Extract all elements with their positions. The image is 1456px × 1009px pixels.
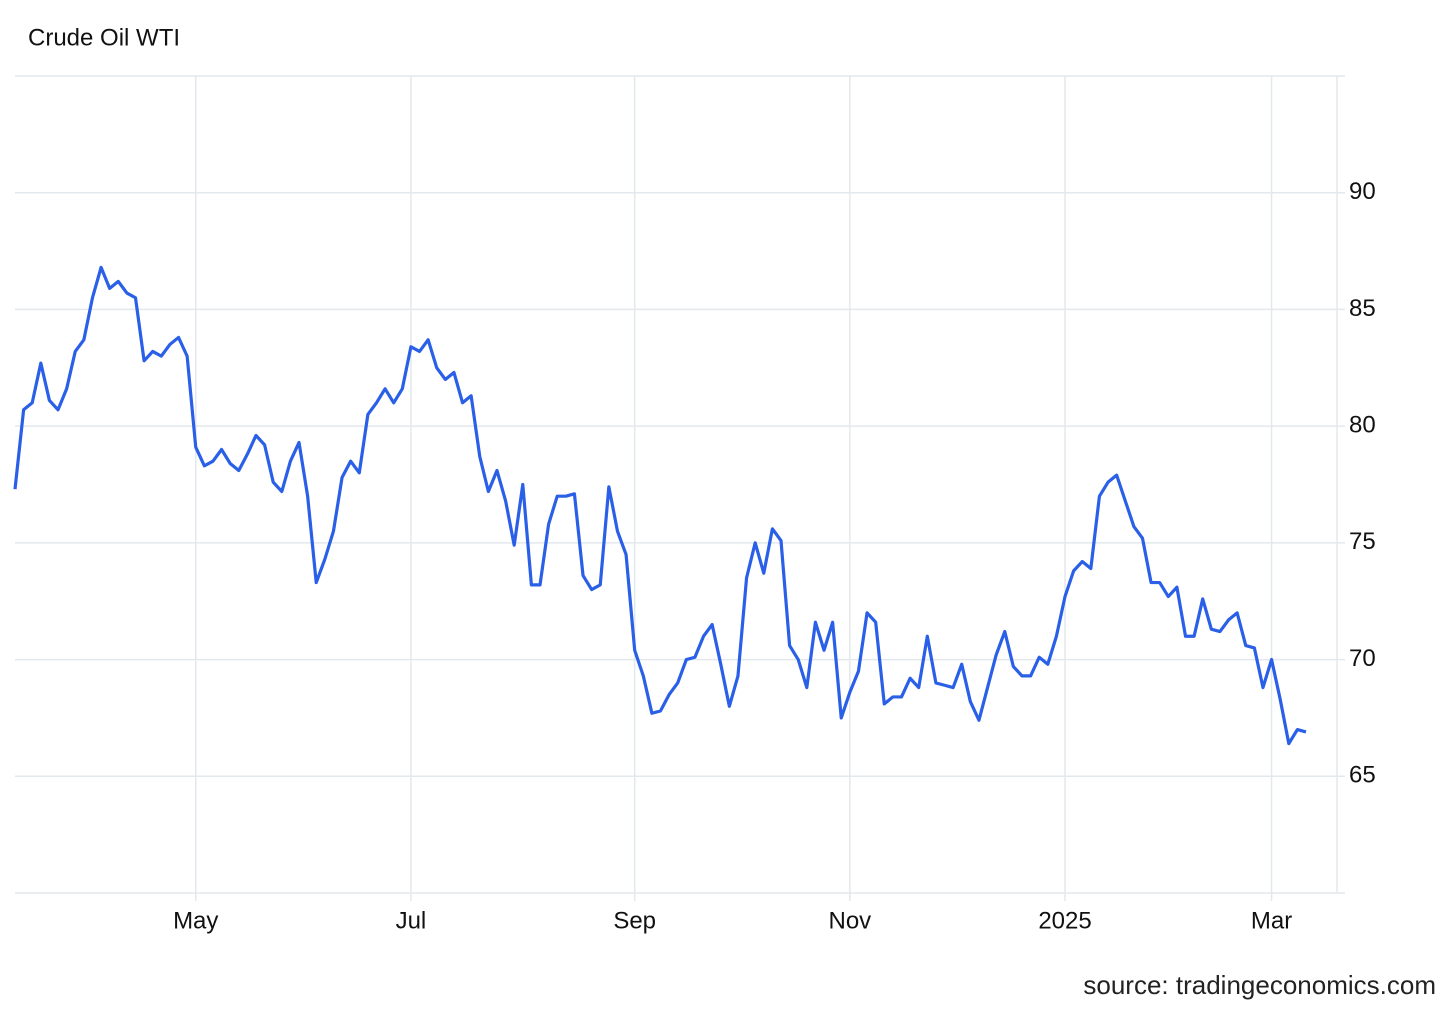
- source-note: source: tradingeconomics.com: [1083, 970, 1436, 1000]
- y-tick-label: 70: [1349, 645, 1376, 672]
- y-tick-label: 85: [1349, 295, 1376, 322]
- x-tick-label: Nov: [829, 907, 872, 934]
- x-tick-label: 2025: [1038, 907, 1091, 934]
- y-tick-label: 90: [1349, 178, 1376, 205]
- y-tick-label: 75: [1349, 528, 1376, 555]
- x-tick-label: Jul: [396, 907, 427, 934]
- y-tick-label: 65: [1349, 762, 1376, 789]
- x-tick-label: May: [173, 907, 218, 934]
- chart-title: Crude Oil WTI: [28, 24, 180, 51]
- x-tick-label: Sep: [613, 907, 656, 934]
- x-tick-label: Mar: [1251, 907, 1292, 934]
- price-line: [13, 265, 1307, 746]
- y-tick-label: 80: [1349, 411, 1376, 438]
